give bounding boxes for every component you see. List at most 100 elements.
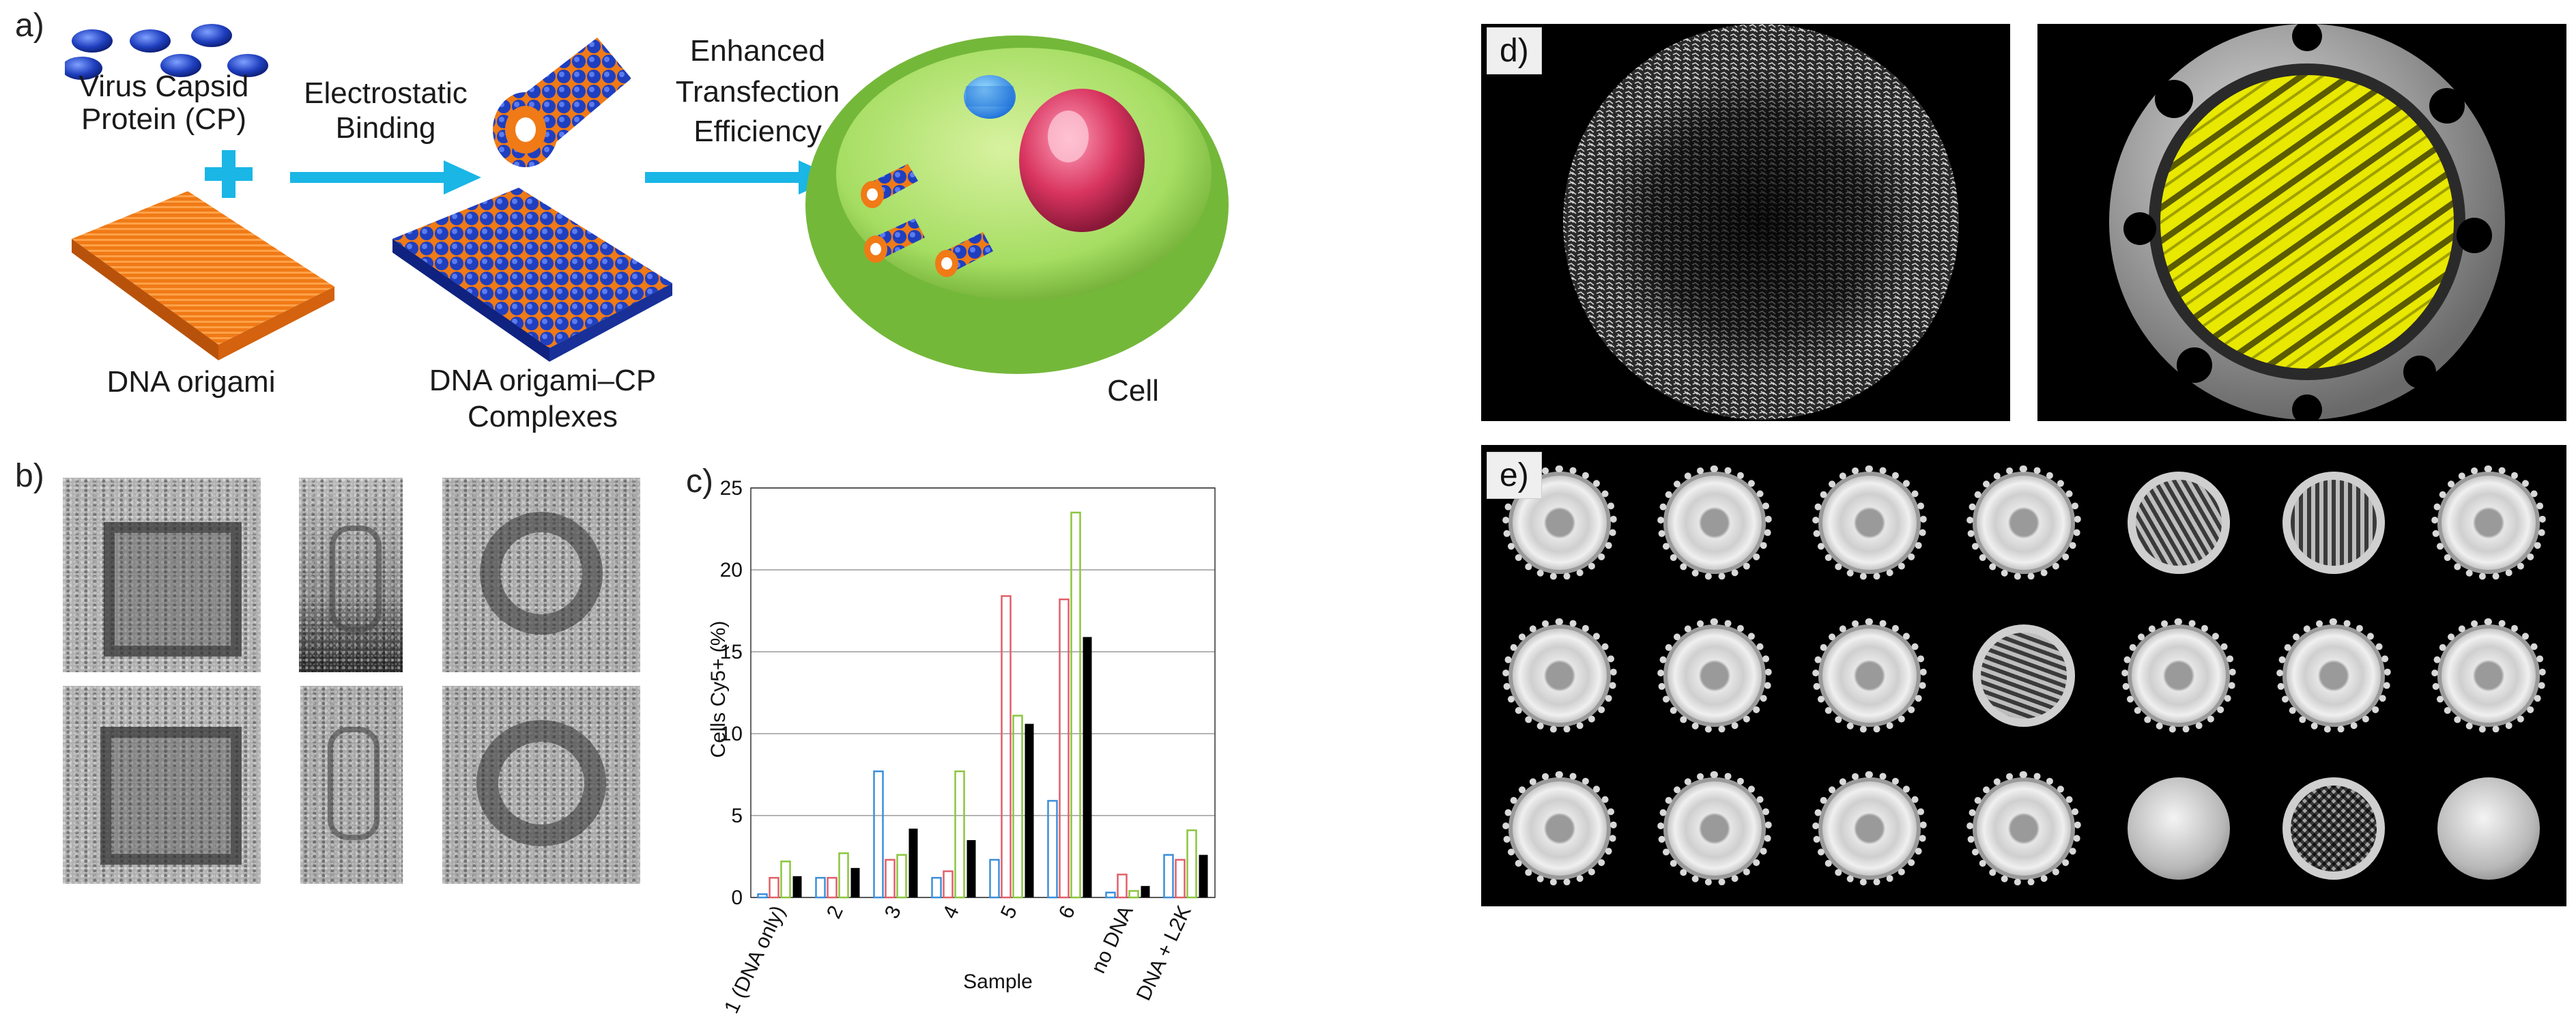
class-average-cell — [2257, 753, 2411, 904]
class-average-cell — [1792, 753, 1946, 904]
class-average-cell — [1637, 600, 1791, 751]
class-average-cell — [1792, 447, 1946, 598]
tem-image-square-1 — [63, 478, 261, 672]
x-tick-label: no DNA — [1087, 902, 1138, 977]
y-tick-label: 10 — [720, 723, 743, 745]
x-tick-label: DNA + L2K — [1132, 902, 1196, 1004]
bar — [1059, 598, 1070, 899]
bar — [827, 876, 838, 899]
cryo-em-segmented-map — [2037, 24, 2566, 421]
x-tick-label: 5 — [997, 902, 1022, 922]
class-average-cell — [1483, 753, 1636, 904]
capsid-coated-tube — [493, 38, 631, 167]
plus-icon — [205, 150, 253, 198]
bar — [1070, 511, 1081, 899]
step2-line1: Enhanced — [689, 34, 826, 68]
arrow-right-icon — [290, 160, 481, 195]
y-tick-label: 15 — [720, 641, 743, 663]
class-average-cell — [2102, 600, 2256, 751]
class-average-cell — [2412, 447, 2565, 598]
bar — [1117, 874, 1128, 899]
bar — [1047, 800, 1058, 899]
cryo-em-raw-map — [1481, 24, 2010, 421]
bar — [838, 852, 849, 899]
bar — [780, 860, 791, 899]
x-tick-label: 6 — [1055, 902, 1080, 922]
bar — [873, 770, 884, 899]
x-tick-label: 4 — [939, 902, 964, 922]
bar — [896, 854, 907, 899]
dna-origami-label: DNA origami — [106, 365, 276, 399]
bar — [1083, 637, 1092, 897]
complex-line2: Complexes — [467, 400, 618, 433]
cp-label-line1: Virus Capsid — [78, 70, 249, 103]
bar — [954, 770, 965, 899]
bar — [931, 876, 942, 899]
panel-a-label: a) — [15, 8, 44, 44]
tem-image-tube-1 — [299, 478, 403, 672]
panel-d-label: d) — [1487, 27, 1542, 74]
class-average-cell — [2102, 753, 2256, 904]
class-average-cell — [1637, 753, 1791, 904]
panel-c-label: c) — [686, 463, 713, 500]
bar — [885, 859, 896, 899]
capsid-coated-sheet — [392, 188, 672, 362]
y-tick-label: 5 — [731, 805, 743, 827]
class-average-cell — [1483, 600, 1636, 751]
class-average-cell — [1947, 447, 2101, 598]
x-tick-label: 1 (DNA only) — [720, 902, 790, 1017]
bar — [1141, 886, 1150, 897]
tem-image-ring-2 — [442, 686, 640, 884]
bar — [1175, 859, 1186, 899]
x-tick-label: 2 — [822, 902, 848, 922]
bar — [757, 893, 768, 899]
plot-frame — [750, 487, 1216, 898]
bar — [943, 870, 954, 899]
step2-line2: Transfection — [675, 75, 840, 109]
x-tick-label: 3 — [881, 902, 906, 922]
bar — [769, 876, 779, 899]
x-axis-label: Sample — [963, 970, 1033, 993]
class-average-cell — [1792, 600, 1946, 751]
step1-line2: Binding — [335, 111, 436, 145]
class-average-cell — [2102, 447, 2256, 598]
dna-origami-sheet — [72, 191, 334, 360]
class-average-cell — [2412, 753, 2565, 904]
class-average-cell — [1947, 753, 2101, 904]
bar — [908, 829, 918, 897]
bar — [1105, 891, 1116, 899]
cell-illustration — [805, 35, 1229, 374]
bar — [815, 876, 826, 899]
bar — [1163, 854, 1174, 899]
bar — [989, 859, 1000, 899]
bar — [850, 867, 860, 897]
tem-image-square-2 — [63, 686, 261, 884]
class-average-cell — [2257, 600, 2411, 751]
capsid-protein-illustration — [65, 24, 268, 80]
class-average-cell — [1947, 600, 2101, 751]
y-axis-label: Cells Cy5+ (%) — [707, 621, 730, 758]
class-average-cell — [2257, 447, 2411, 598]
y-tick-label: 25 — [720, 477, 743, 500]
step2-line3: Efficiency — [693, 115, 822, 148]
tem-image-ring-1 — [442, 478, 640, 672]
class-average-cell — [1637, 447, 1791, 598]
step1-line1: Electrostatic — [304, 76, 468, 110]
bar — [1128, 890, 1139, 899]
bar — [1199, 854, 1208, 897]
y-tick-label: 0 — [731, 887, 743, 909]
cell-label: Cell — [1107, 374, 1159, 407]
class-average-cell — [2412, 600, 2565, 751]
panel-e-label: e) — [1487, 452, 1542, 499]
bar — [1012, 715, 1023, 899]
panel-b-label: b) — [15, 458, 44, 494]
complex-line1: DNA origami–CP — [429, 364, 657, 397]
bar — [1025, 723, 1034, 897]
cp-label-line2: Protein (CP) — [81, 102, 247, 136]
bar — [792, 876, 802, 897]
bar — [967, 840, 976, 897]
y-tick-label: 20 — [720, 559, 743, 581]
bar — [1001, 595, 1012, 899]
tem-image-tube-2 — [300, 686, 403, 884]
